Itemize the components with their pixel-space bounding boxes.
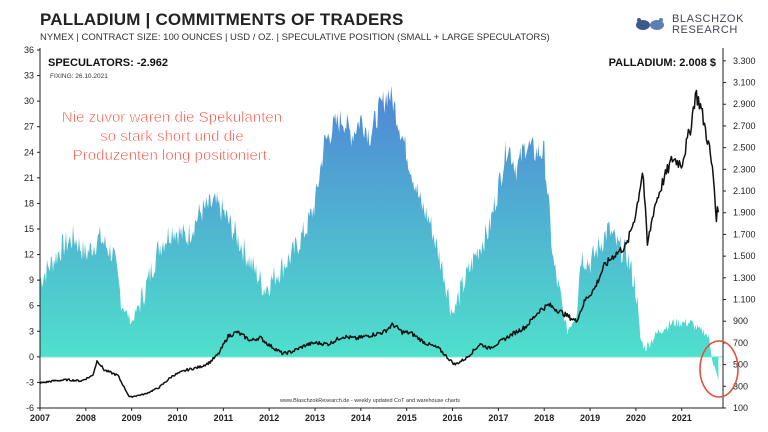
x-tick-label: 2014	[351, 413, 371, 423]
y-left-tick-label: 0	[29, 352, 34, 362]
x-tick-label: 2008	[76, 413, 96, 423]
x-tick-label: 2009	[122, 413, 142, 423]
palladium-line-layer	[39, 89, 720, 398]
y-left-tick-label: 12	[24, 250, 34, 260]
x-tick-label: 2013	[305, 413, 325, 423]
y-right-tick-label: 1.300	[733, 273, 756, 283]
y-right-tick-label: 1.700	[733, 229, 756, 239]
y-right-tick-label: 300	[733, 381, 748, 391]
annotation-line-1: Nie zuvor waren die Spekulanten	[62, 109, 282, 126]
speculators-area	[40, 85, 719, 381]
y-right-tick-label: 900	[733, 316, 748, 326]
annotation-line-3: Produzenten long positioniert.	[73, 147, 271, 164]
source-note: www.BlaschzokResearch.de - weekly update…	[279, 398, 460, 404]
y-left-tick-label: 21	[24, 173, 34, 183]
y-left-tick-label: -3	[26, 377, 34, 387]
speculators-label: SPECULATORS: -2.962	[48, 57, 168, 69]
y-left-tick-label: 33	[24, 71, 34, 81]
y-left-tick-label: -6	[26, 403, 34, 413]
y-right-tick-label: 100	[733, 403, 748, 413]
x-tick-label: 2018	[534, 413, 554, 423]
y-left-tick-label: 24	[24, 147, 34, 157]
fixing-label: FIXING: 26.10.2021	[50, 73, 108, 80]
y-left-tick-label: 36	[24, 45, 34, 55]
chart-title: PALLADIUM | COMMITMENTS OF TRADERS	[40, 10, 404, 29]
x-tick-label: 2021	[672, 413, 692, 423]
brand-line2: RESEARCH	[672, 24, 738, 36]
y-right-tick-label: 700	[733, 338, 748, 348]
brand-line1: BLASCHZOK	[672, 13, 745, 25]
x-tick-label: 2011	[214, 413, 234, 423]
y-left-tick-label: 6	[29, 301, 34, 311]
y-right-tick-label: 1.900	[733, 208, 756, 218]
palladium-price-label: PALLADIUM: 2.008 $	[609, 57, 716, 69]
y-left-tick-label: 15	[24, 224, 34, 234]
brand-logo: BLASCHZOK RESEARCH	[634, 12, 764, 42]
x-tick-label: 2020	[626, 413, 646, 423]
y-right-tick-label: 2.900	[733, 99, 756, 109]
chart-labels: SPECULATORS: -2.962 FIXING: 26.10.2021 P…	[48, 57, 739, 404]
x-tick-label: 2012	[259, 413, 279, 423]
y-left-tick-label: 30	[24, 96, 34, 106]
axes: -6-3036912151821242730333610030050070090…	[24, 45, 756, 423]
y-left-tick-label: 27	[24, 122, 34, 132]
x-tick-label: 2007	[30, 413, 50, 423]
y-left-tick-label: 18	[24, 198, 34, 208]
y-right-tick-label: 1.100	[733, 295, 756, 305]
y-right-tick-label: 2.700	[733, 121, 756, 131]
annotation-line-2: so stark short und die	[100, 128, 243, 145]
bull-bear-icon	[636, 18, 664, 30]
x-tick-label: 2010	[168, 413, 188, 423]
brand-name: BLASCHZOK RESEARCH	[672, 14, 744, 36]
y-right-tick-label: 3.100	[733, 78, 756, 88]
x-tick-label: 2015	[397, 413, 417, 423]
y-right-tick-label: 2.100	[733, 186, 756, 196]
y-right-tick-label: 2.500	[733, 143, 756, 153]
y-right-tick-label: 1.500	[733, 251, 756, 261]
speculators-area-layer	[40, 85, 719, 381]
palladium-price-line	[39, 89, 720, 398]
y-right-tick-label: 3.300	[733, 56, 756, 66]
y-left-tick-label: 9	[29, 275, 34, 285]
y-right-tick-label: 2.300	[733, 164, 756, 174]
x-tick-label: 2016	[443, 413, 463, 423]
x-tick-label: 2019	[580, 413, 600, 423]
highlight-circle	[699, 340, 739, 398]
y-left-tick-label: 3	[29, 326, 34, 336]
y-right-tick-label: 500	[733, 360, 748, 370]
chart-subtitle: NYMEX | CONTRACT SIZE: 100 OUNCES | USD …	[40, 32, 550, 43]
x-tick-label: 2017	[488, 413, 508, 423]
